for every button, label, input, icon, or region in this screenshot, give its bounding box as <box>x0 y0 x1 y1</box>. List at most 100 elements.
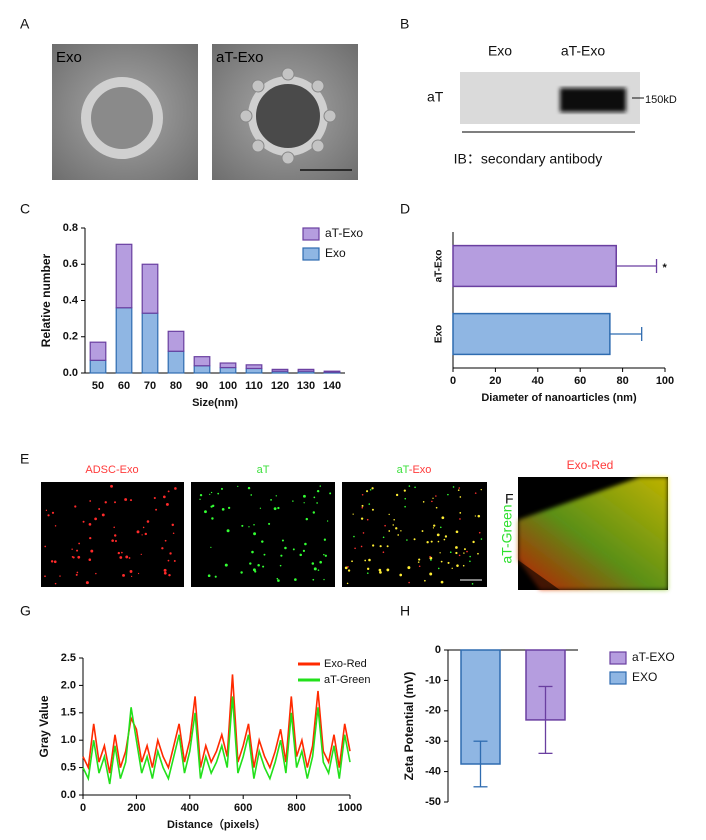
title-part: -Exo <box>409 464 432 476</box>
legend-label: Exo <box>325 246 346 260</box>
dot <box>45 509 48 512</box>
dot <box>71 555 74 558</box>
dot <box>362 532 365 534</box>
dot <box>312 578 315 581</box>
dot <box>311 562 315 565</box>
dot <box>407 566 411 570</box>
dot <box>371 508 374 511</box>
dot <box>257 563 260 567</box>
caption: IB：secondary antibody <box>454 151 603 167</box>
dot <box>302 549 306 552</box>
axis-title: Exo-Red <box>567 458 614 472</box>
dot <box>386 545 389 548</box>
dot <box>136 530 140 534</box>
dot <box>429 555 431 558</box>
x-tick-label: 110 <box>245 380 263 392</box>
bar-segment <box>167 330 185 352</box>
dot <box>459 518 461 520</box>
dot <box>361 504 364 507</box>
dot <box>319 485 321 487</box>
dot <box>366 572 369 574</box>
dot <box>474 515 476 517</box>
dot <box>77 555 81 559</box>
bar-segment <box>297 368 315 372</box>
bar-segment <box>115 243 133 309</box>
dot <box>480 538 483 540</box>
dot <box>220 487 223 490</box>
legend-swatch <box>302 247 320 261</box>
y-tick-label: 0.4 <box>63 294 79 306</box>
dot <box>82 520 85 523</box>
annotation: * <box>663 262 668 274</box>
dot <box>424 579 426 582</box>
dot <box>466 550 468 553</box>
legend-swatch <box>302 227 320 241</box>
bar-segment <box>323 370 341 373</box>
x-tick-label: 100 <box>656 375 674 387</box>
dot <box>142 526 145 529</box>
dot <box>299 553 302 557</box>
dot <box>414 486 416 489</box>
dot <box>451 567 453 570</box>
x-tick-label: 80 <box>616 375 628 387</box>
bar <box>452 312 611 356</box>
dot <box>280 554 283 557</box>
dot <box>221 508 225 511</box>
dot <box>426 541 429 544</box>
dot <box>253 523 255 526</box>
dot <box>326 520 329 522</box>
dot <box>436 533 440 537</box>
dot <box>53 560 57 564</box>
dot <box>346 582 349 585</box>
dot <box>104 501 107 504</box>
dot <box>146 520 150 523</box>
dot <box>211 517 214 520</box>
dot <box>360 517 364 520</box>
dot <box>344 566 348 570</box>
dot <box>44 575 46 578</box>
x-tick-label: 50 <box>92 380 104 392</box>
dot <box>113 534 117 537</box>
dot <box>382 536 385 539</box>
dot <box>85 581 89 585</box>
bar-segment <box>115 307 133 374</box>
error-bar <box>538 685 553 755</box>
dot <box>114 539 118 543</box>
dot <box>262 565 265 568</box>
dot <box>117 551 120 555</box>
dot <box>455 546 458 549</box>
y-tick-label: 0 <box>435 644 441 656</box>
dot <box>435 495 437 497</box>
legend-label: EXO <box>632 670 657 684</box>
y-tick-label: 0.5 <box>61 762 76 774</box>
dot <box>174 487 177 490</box>
dot <box>397 534 400 536</box>
dot <box>98 508 101 510</box>
dot <box>226 529 230 533</box>
dot <box>121 551 123 554</box>
dot <box>250 494 253 496</box>
dot <box>124 498 128 501</box>
image-label: aT-Exo <box>216 49 264 66</box>
dot <box>392 524 394 526</box>
y-tick-label: 0.0 <box>63 367 78 379</box>
dot <box>472 540 475 544</box>
dot <box>404 505 406 508</box>
row-label: aT <box>427 89 444 105</box>
dot <box>478 531 481 534</box>
dot <box>382 551 385 554</box>
y-tick-label: -30 <box>425 735 441 747</box>
dot <box>404 497 407 500</box>
dot <box>76 549 79 552</box>
dot <box>129 570 133 573</box>
dot <box>459 511 462 514</box>
dot <box>78 542 81 545</box>
dot <box>323 553 325 556</box>
dot <box>199 498 201 500</box>
x-tick-label: 130 <box>297 380 315 392</box>
image-label: Exo <box>56 49 82 66</box>
legend-label: aT-EXO <box>632 650 675 664</box>
x-tick-label: 400 <box>181 802 199 814</box>
dot <box>165 502 169 506</box>
x-tick-label: 120 <box>271 380 289 392</box>
